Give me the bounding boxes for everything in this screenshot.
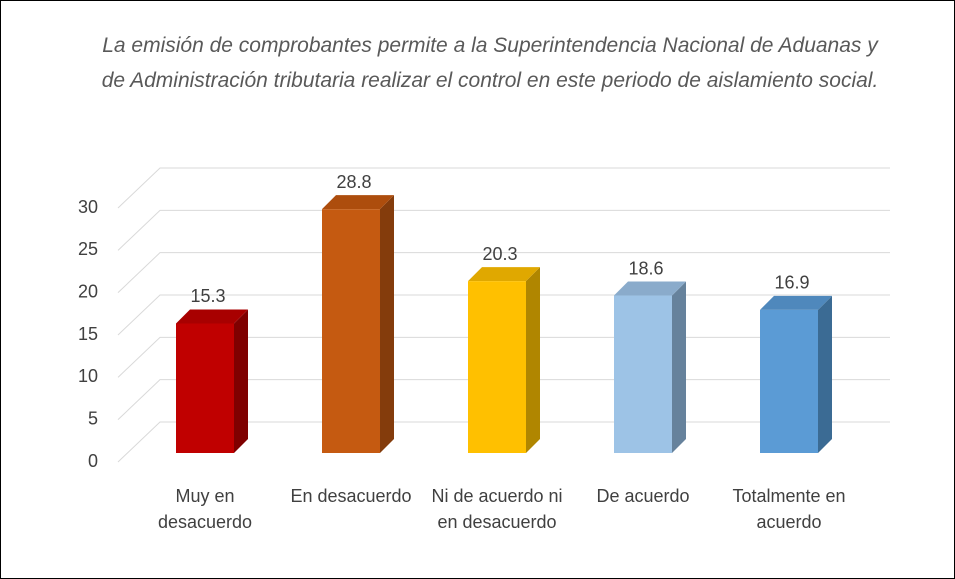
- bar: [468, 267, 540, 453]
- bar-side: [380, 195, 394, 453]
- x-tick-label: En desacuerdo: [290, 486, 412, 506]
- y-tick-label: 10: [78, 366, 98, 386]
- bar: [322, 195, 394, 453]
- title-box: La emisión de comprobantes permite a la …: [101, 34, 879, 92]
- x-label-box: Muy en desacuerdo: [157, 486, 253, 532]
- bar-side: [818, 295, 832, 453]
- bar-top: [322, 195, 394, 210]
- bar-front: [322, 209, 380, 453]
- x-tick-label: Totalmente en acuerdo: [732, 486, 846, 532]
- x-label-box: Ni de acuerdo ni en desacuerdo: [431, 486, 563, 532]
- grid-line: [117, 209, 890, 251]
- x-tick-label: De acuerdo: [596, 486, 690, 506]
- y-tick-label: 5: [88, 408, 98, 428]
- bar: [614, 281, 686, 453]
- y-tick-label: 25: [78, 239, 98, 259]
- chart-title: La emisión de comprobantes permite a la …: [101, 34, 879, 92]
- bar-top: [614, 281, 686, 296]
- bar-top: [468, 267, 540, 282]
- value-label: 15.3: [190, 286, 225, 306]
- value-label: 28.8: [336, 172, 371, 192]
- bar-front: [614, 295, 672, 453]
- bar-top: [176, 309, 248, 324]
- bar-side: [526, 267, 540, 453]
- bar: [176, 309, 248, 453]
- bar-top: [760, 295, 832, 310]
- x-label-box: Totalmente en acuerdo: [732, 486, 846, 532]
- grid-line: [117, 167, 890, 209]
- bar-front: [760, 309, 818, 453]
- x-label-box: En desacuerdo: [290, 486, 412, 506]
- bar: [760, 295, 832, 453]
- x-tick-label: Ni de acuerdo ni en desacuerdo: [431, 486, 563, 532]
- y-tick-label: 0: [88, 451, 98, 471]
- bar-front: [468, 281, 526, 453]
- value-label: 16.9: [774, 273, 809, 293]
- y-tick-label: 20: [78, 281, 98, 301]
- y-tick-label: 15: [78, 324, 98, 344]
- bar-front: [176, 323, 234, 453]
- bar-side: [672, 281, 686, 453]
- grid-line: [117, 252, 890, 294]
- value-label: 20.3: [482, 244, 517, 264]
- y-tick-label: 30: [78, 197, 98, 217]
- value-label: 18.6: [628, 258, 663, 278]
- x-tick-label: Muy en desacuerdo: [157, 486, 253, 532]
- x-label-box: De acuerdo: [596, 486, 690, 506]
- bar-side: [234, 309, 248, 453]
